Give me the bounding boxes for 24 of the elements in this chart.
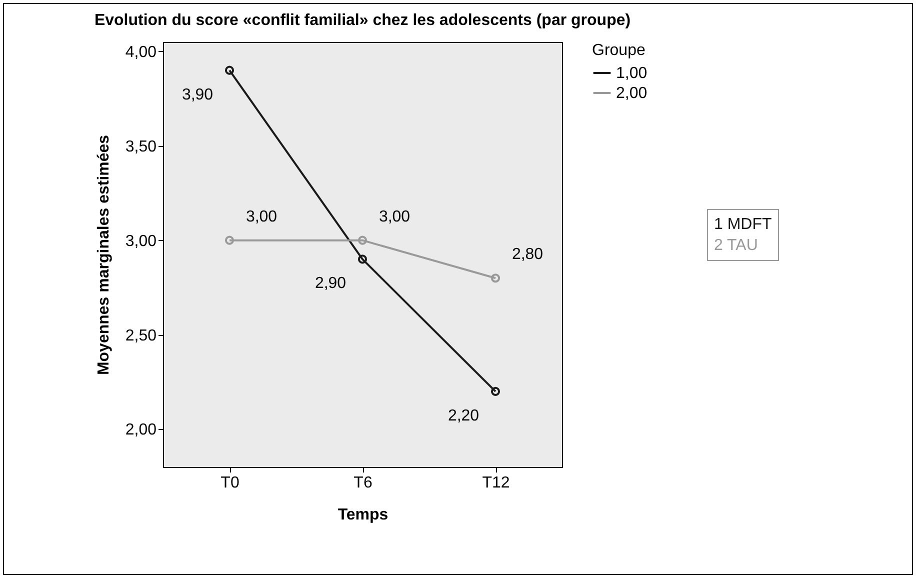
y-tick-label: 2,50	[125, 327, 157, 344]
chart-title: Evolution du score «conflit familial» chez les adolescents (par groupe)	[94, 12, 631, 29]
text: 2 TAU	[714, 236, 759, 256]
legend-label: 1,00	[616, 65, 648, 82]
data-label: 2,90	[314, 275, 346, 292]
y-tick-label: 2,00	[125, 422, 157, 439]
data-label: 3,00	[378, 208, 410, 226]
x-tick-label: T0	[220, 474, 240, 492]
point	[358, 254, 368, 264]
y-tick-label: 3,50	[125, 138, 157, 156]
data-label: 2,80	[512, 246, 544, 264]
data-label: 2,20	[448, 407, 480, 424]
legend-label: 2,00	[616, 85, 648, 102]
data-label: 3,00	[246, 208, 278, 226]
point	[358, 236, 368, 245]
x-tick-label: T6	[354, 474, 372, 492]
y-axis-title: Moyennes marginales estimées	[95, 134, 112, 376]
data-label: 3,90	[182, 86, 214, 104]
x-tick-label: T12	[482, 474, 510, 492]
y-tick-label: 3,00	[125, 232, 157, 250]
legend-title: Groupe	[592, 42, 646, 59]
x-axis-title: Temps	[338, 506, 388, 524]
y-tick-label: 4,00	[125, 44, 157, 61]
text: 1 MDFT	[714, 215, 772, 235]
